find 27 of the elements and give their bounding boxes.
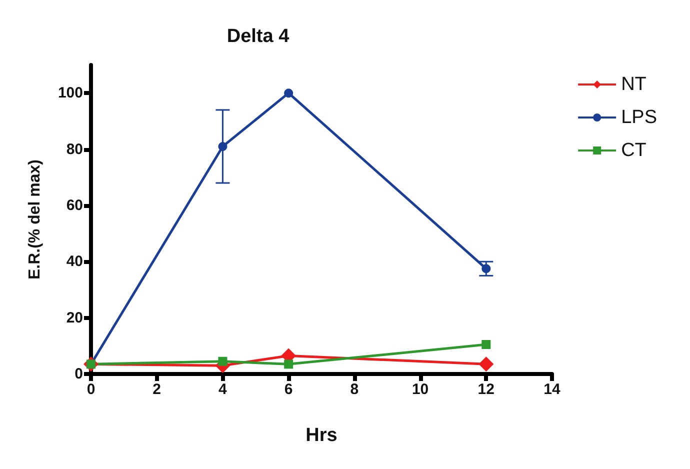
x-tick-label: 0 (86, 381, 96, 398)
x-tick-label: 14 (544, 381, 561, 398)
y-tick-label: 100 (58, 84, 83, 102)
point (478, 356, 494, 372)
y-tick-label: 80 (66, 140, 83, 158)
x-tick-label: 10 (412, 381, 429, 398)
point (284, 360, 294, 369)
x-axis-title: Hrs (306, 425, 338, 446)
point (482, 264, 491, 274)
legend-label: NT (621, 74, 647, 95)
x-tick-label: 8 (350, 381, 359, 398)
x-tick-label: 4 (218, 381, 228, 398)
chart-title: Delta 4 (226, 26, 290, 47)
y-tick-label: 0 (74, 366, 83, 382)
point (482, 340, 491, 350)
point (218, 356, 228, 366)
y-axis-title: E.R.(% del max) (26, 159, 44, 280)
y-tick-label: 60 (66, 196, 83, 214)
x-tick-label: 6 (284, 381, 293, 398)
x-tick-label: 12 (478, 381, 494, 398)
x-tick-label: 2 (152, 381, 162, 398)
legend-label: LPS (621, 107, 658, 128)
legend-label: CT (621, 140, 647, 161)
y-tick-label: 20 (66, 309, 83, 326)
point (218, 142, 228, 151)
y-tick-label: 40 (66, 253, 83, 270)
point (284, 88, 294, 98)
